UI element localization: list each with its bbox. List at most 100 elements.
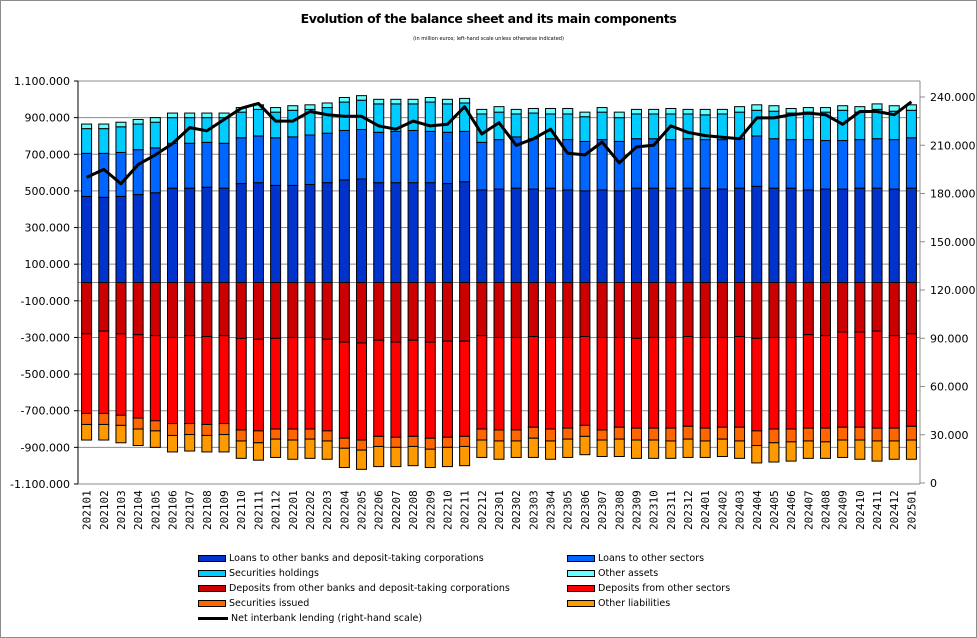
bar-segment [356, 342, 368, 441]
bar-segment [493, 282, 505, 338]
bar-segment [665, 427, 677, 442]
bar-segment [871, 330, 883, 429]
bar-segment [149, 121, 161, 149]
x-tick-label: 202212 [476, 490, 489, 530]
bar-segment [751, 430, 763, 447]
bar-segment [424, 437, 436, 450]
bar-segment [751, 104, 763, 111]
bar-segment [562, 438, 574, 458]
bar-segment [132, 282, 144, 336]
bar-segment [768, 138, 780, 189]
bar-segment [734, 187, 746, 283]
bar-segment [785, 112, 797, 141]
x-tick-label: 202303 [527, 490, 540, 530]
bar-segment [252, 442, 264, 461]
bar-segment [837, 105, 849, 111]
bar-segment [665, 139, 677, 189]
bar-segment [115, 424, 127, 444]
x-tick-label: 202201 [287, 490, 300, 530]
bar-segment [476, 335, 488, 430]
bar-segment [441, 98, 453, 105]
bar-segment [510, 187, 522, 283]
bar-segment [304, 438, 316, 459]
bar-segment [424, 341, 436, 439]
bar-segment [734, 106, 746, 113]
bar-segment [321, 282, 333, 340]
bar-segment [338, 129, 350, 181]
x-tick-label: 202106 [167, 490, 180, 530]
bar-segment [527, 336, 539, 428]
bar-segment [356, 129, 368, 180]
bar-segment [716, 282, 728, 338]
bar-segment [356, 449, 368, 470]
bar-segment [235, 183, 247, 283]
bar-segment [510, 429, 522, 442]
bar-segment [613, 438, 625, 458]
bar-segment [493, 440, 505, 460]
bar-segment [682, 113, 694, 140]
bar-segment [579, 424, 591, 437]
bar-segment [98, 423, 110, 441]
bar-segment [81, 412, 93, 425]
bar-segment [819, 441, 831, 459]
bar-segment [218, 423, 230, 436]
bar-segment [373, 445, 385, 468]
bar-segment [751, 135, 763, 187]
x-tick-label: 202108 [201, 490, 214, 530]
bar-segment [441, 103, 453, 133]
bar-segment [201, 186, 213, 283]
bar-segment [751, 445, 763, 464]
bar-segment [630, 337, 642, 429]
bar-segment [596, 429, 608, 441]
bar-segment [218, 187, 230, 283]
bar-segment [218, 434, 230, 453]
bar-segment [510, 282, 522, 338]
bar-segment [819, 427, 831, 443]
bar-segment [201, 423, 213, 436]
bar-segment [734, 138, 746, 189]
bar-segment [149, 192, 161, 283]
bar-segment [905, 109, 917, 139]
bar-segment [218, 335, 230, 425]
bar-segment [785, 282, 797, 338]
bar-segment [665, 107, 677, 115]
bar-segment [304, 183, 316, 283]
bar-segment [596, 111, 608, 141]
bar-segment [768, 428, 780, 444]
y-tick-label: 900.000 [25, 112, 71, 125]
bar-segment [579, 190, 591, 283]
bar-segment [81, 282, 93, 335]
bar-segment [493, 106, 505, 113]
y2-tick-label: 90.000 [930, 332, 969, 345]
bar-segment [648, 427, 660, 441]
x-tick-label: 202405 [768, 490, 781, 530]
x-tick-label: 202304 [545, 490, 558, 530]
bar-segment [321, 338, 333, 432]
bar-segment [321, 182, 333, 283]
x-axis-ticks: 202101 202102 202103 202104 202105 202106 2021… [81, 490, 919, 530]
bar-segment [854, 426, 866, 441]
bar-segment [579, 435, 591, 456]
bar-segment [768, 442, 780, 463]
bar-segment [235, 429, 247, 442]
y-tick-label: 700.000 [25, 148, 71, 161]
y-tick-label: 1.100.000 [14, 75, 70, 88]
bar-segment [287, 109, 299, 138]
bar-segment [132, 123, 144, 151]
bar-segment [630, 439, 642, 459]
bar-segment [613, 190, 625, 283]
bar-segment [356, 439, 368, 451]
bar-segment [390, 446, 402, 468]
bar-segment [613, 140, 625, 192]
bar-segment [854, 282, 866, 333]
bar-segment [304, 428, 316, 440]
bar-segment [252, 338, 264, 432]
bar-segment [304, 336, 316, 430]
bar-segment [115, 414, 127, 426]
bar-segment [785, 428, 797, 443]
bar-segment [579, 140, 591, 192]
bar-segment [819, 335, 831, 429]
bar-segment [81, 423, 93, 441]
y-tick-label: -500.000 [21, 368, 70, 381]
